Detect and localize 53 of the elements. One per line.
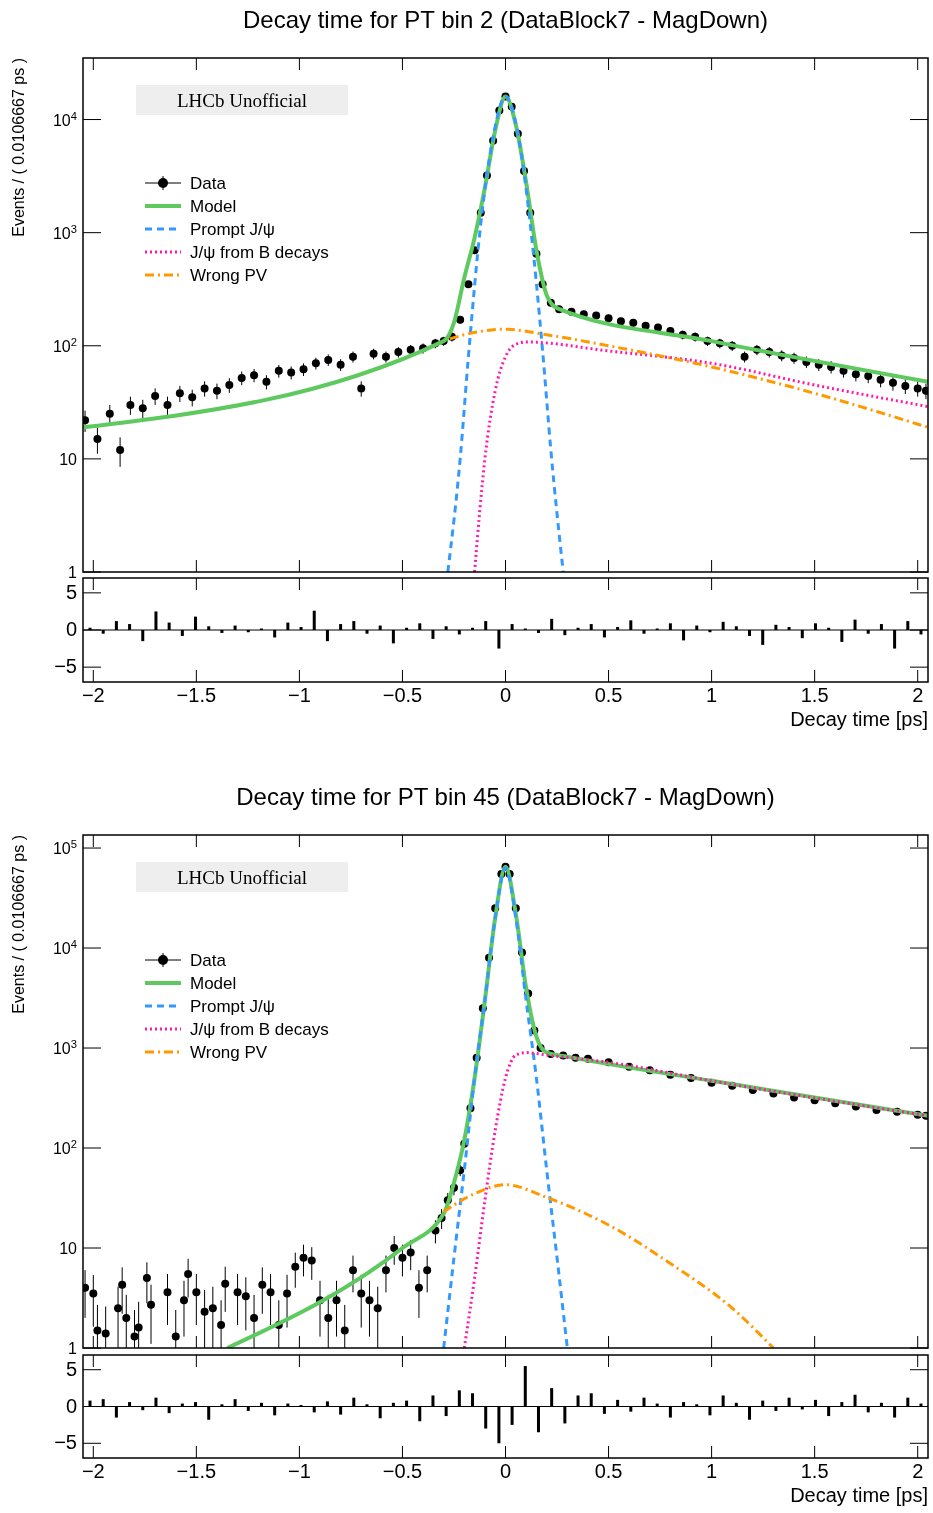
legend-label: Data xyxy=(190,174,227,193)
x-tick-label: 1.5 xyxy=(800,684,829,706)
legend-label: J/ψ from B decays xyxy=(190,1020,329,1039)
x-tick-label: −2 xyxy=(81,1460,105,1482)
x-tick-label: 2 xyxy=(912,1460,924,1482)
y-tick-label: 1 xyxy=(68,564,78,581)
y-tick-label: 0 xyxy=(65,1394,77,1417)
chart-title: Decay time for PT bin 2 (DataBlock7 - MagDown) xyxy=(242,6,769,33)
x-axis-title: Decay time [ps] xyxy=(790,708,928,730)
y-tick-label: 10$^{3}$ xyxy=(52,1038,77,1058)
y-tick-label: 10 xyxy=(59,1240,78,1258)
x-tick-label: −1.5 xyxy=(176,1460,217,1482)
y-tick-label: 10 xyxy=(59,450,78,468)
x-tick-label: 0 xyxy=(499,684,512,706)
legend-label: Model xyxy=(190,197,237,216)
chart-title: Decay time for PT bin 45 (DataBlock7 - MagDown) xyxy=(236,783,775,810)
x-tick-label: −1 xyxy=(288,1460,311,1482)
x-tick-label: 1 xyxy=(706,684,718,706)
legend-label: Prompt J/ψ xyxy=(190,997,275,1016)
x-tick-label: 1.5 xyxy=(800,1460,829,1482)
y-tick-label: 1 xyxy=(68,1340,78,1357)
y-axis-title: Events / ( 0.0106667 ps ) xyxy=(10,58,27,237)
y-tick-label: −5 xyxy=(54,1431,77,1454)
y-tick-label: 10$^{5}$ xyxy=(52,838,77,858)
legend-label: Prompt J/ψ xyxy=(190,220,275,239)
annotation: LHCb Unofficial xyxy=(177,90,307,111)
x-tick-label: 0.5 xyxy=(594,684,623,706)
y-tick-label: 10$^{4}$ xyxy=(52,109,77,129)
x-tick-label: 2 xyxy=(912,684,924,706)
x-tick-label: 0.5 xyxy=(594,1460,623,1482)
x-tick-label: −2 xyxy=(81,684,105,706)
legend-label: Wrong PV xyxy=(190,1043,268,1062)
y-tick-label: 5 xyxy=(65,580,77,603)
y-tick-label: 5 xyxy=(65,1357,77,1380)
x-tick-label: −1 xyxy=(288,684,311,706)
y-tick-label: 10$^{3}$ xyxy=(52,222,77,242)
x-tick-label: −0.5 xyxy=(382,1460,423,1482)
legend-label: Wrong PV xyxy=(190,266,268,285)
legend-label: Data xyxy=(190,951,227,970)
y-tick-label: 10$^{2}$ xyxy=(52,335,77,355)
annotation: LHCb Unofficial xyxy=(177,867,307,888)
legend-label: Model xyxy=(190,974,237,993)
legend-label: J/ψ from B decays xyxy=(190,243,329,262)
x-axis-title: Decay time [ps] xyxy=(790,1484,928,1506)
y-tick-label: 10$^{4}$ xyxy=(52,938,77,958)
x-tick-label: 0 xyxy=(499,1460,512,1482)
y-axis-title: Events / ( 0.0106667 ps ) xyxy=(10,835,27,1014)
x-tick-label: 1 xyxy=(706,1460,718,1482)
x-tick-label: −1.5 xyxy=(176,684,217,706)
x-tick-label: −0.5 xyxy=(382,684,423,706)
y-tick-label: −5 xyxy=(54,655,77,678)
y-tick-label: 0 xyxy=(65,618,77,640)
y-tick-label: 10$^{2}$ xyxy=(52,1138,77,1158)
